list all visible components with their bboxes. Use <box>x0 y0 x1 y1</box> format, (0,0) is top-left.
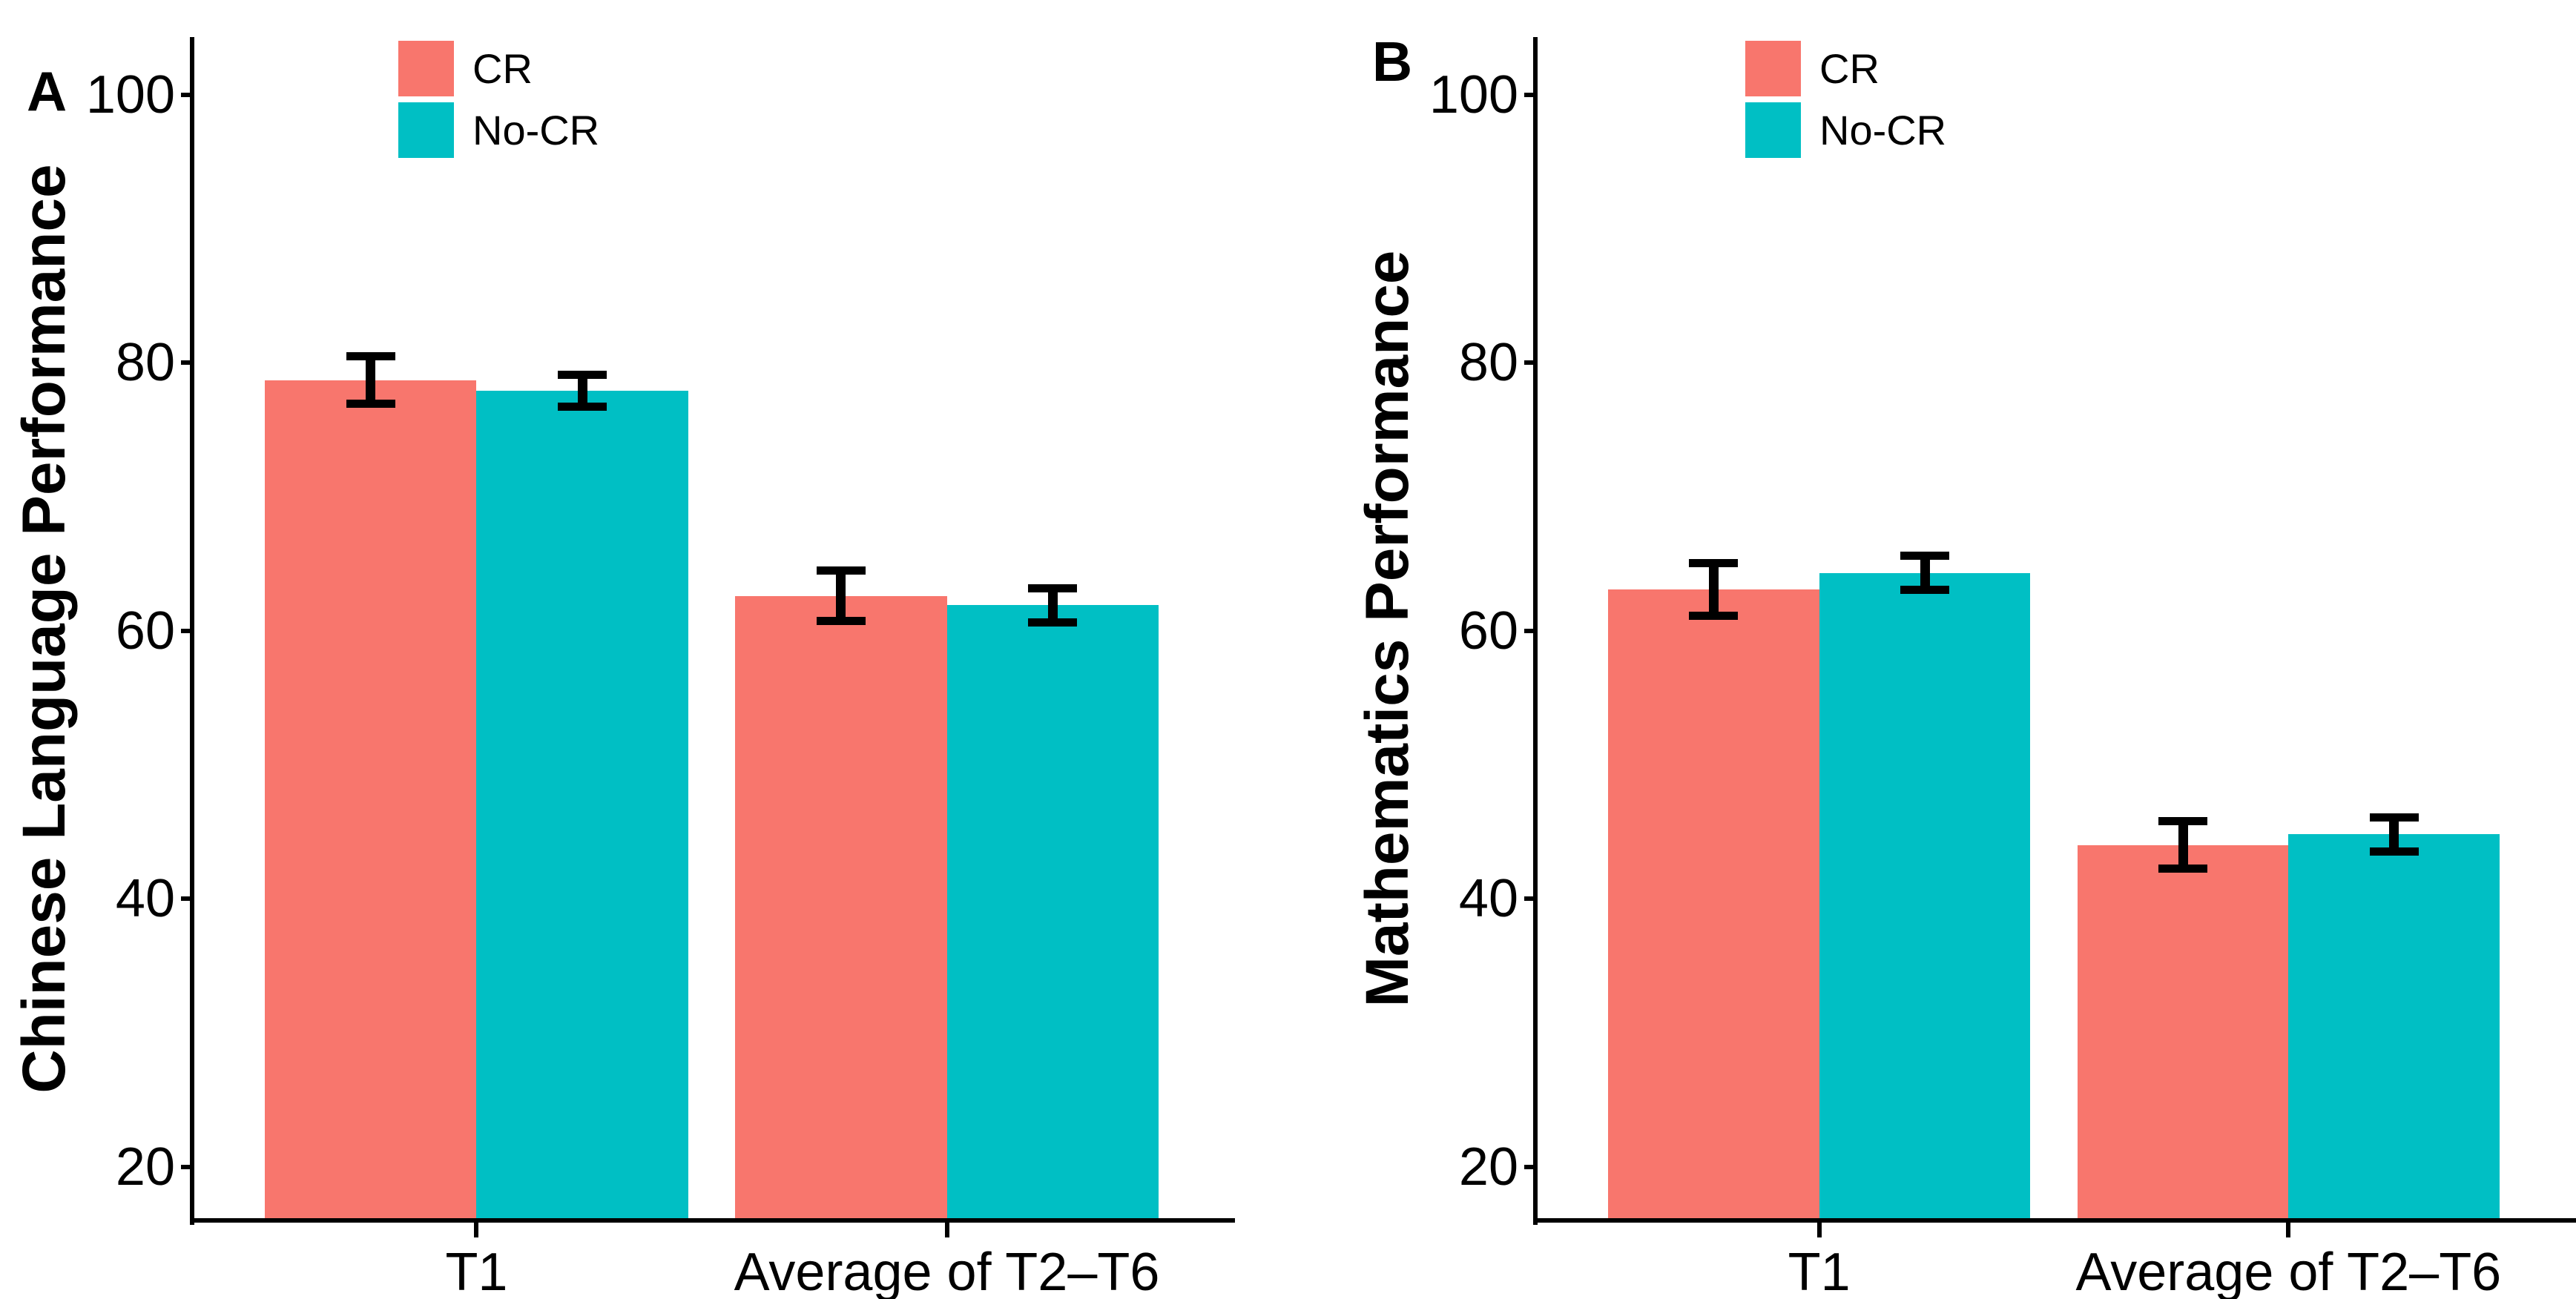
panel-b-error-bar-cr-average-of-t2-t6-stem <box>2178 821 2188 870</box>
panel-a-error-bar-cr-average-of-t2-t6-stem <box>836 570 846 622</box>
legend-swatch-cr <box>1745 41 1801 96</box>
panel-b-x-tick-label-t1: T1 <box>1788 1243 1851 1299</box>
panel-a-error-bar-no-cr-average-of-t2-t6-stem <box>1047 587 1058 623</box>
panel-b-y-tick-20 <box>1524 1164 1533 1169</box>
panel-a-y-tick-100 <box>181 92 190 97</box>
panel-b-y-tick-100 <box>1524 92 1533 97</box>
panel-b-error-bar-no-cr-t1-stem <box>1920 555 1930 591</box>
panel-b-letter: B <box>1372 30 1413 93</box>
panel-b-error-bar-cr-t1-cap-top <box>1689 558 1739 567</box>
panel-a-x-tick-label-t1: T1 <box>445 1243 508 1299</box>
panel-a-x-axis-line <box>190 1218 1235 1223</box>
panel-b-error-bar-cr-t1-stem <box>1708 562 1719 616</box>
panel-b-error-bar-no-cr-average-of-t2-t6-cap-top <box>2369 813 2419 822</box>
panel-a-bar-cr-t1 <box>265 380 477 1218</box>
panel-a-error-bar-cr-average-of-t2-t6-cap-bottom <box>816 617 866 626</box>
panel-a-y-tick-label-60: 60 <box>115 601 175 661</box>
panel-a-x-tick-average-of-t2-t6 <box>944 1223 949 1237</box>
legend-label-cr: CR <box>472 45 533 92</box>
panel-b-error-bar-no-cr-t1-cap-bottom <box>1900 586 1949 595</box>
panel-b-y-axis-line <box>1533 37 1538 1225</box>
panel-b-error-bar-no-cr-t1-cap-top <box>1900 552 1949 561</box>
panel-a-legend: CR No-CR <box>398 41 858 219</box>
panel-b-error-bar-no-cr-average-of-t2-t6-cap-bottom <box>2369 847 2419 856</box>
legend-label-no-cr: No-CR <box>472 107 600 153</box>
legend-swatch-no-cr <box>1745 102 1801 158</box>
panel-b-error-bar-no-cr-average-of-t2-t6-stem <box>2389 816 2399 852</box>
panel-a-error-bar-no-cr-t1-stem <box>577 374 587 407</box>
panel-a-y-tick-label-20: 20 <box>115 1137 175 1197</box>
panel-a-y-tick-label-80: 80 <box>115 333 175 393</box>
panel-a-y-tick-20 <box>181 1164 190 1169</box>
panel-b-y-tick-label-20: 20 <box>1458 1137 1518 1197</box>
panel-b-error-bar-cr-average-of-t2-t6-cap-bottom <box>2158 865 2207 873</box>
panel-b-bar-no-cr-t1 <box>1819 572 2031 1218</box>
legend-swatch-cr <box>398 41 454 96</box>
panel-b-y-tick-label-80: 80 <box>1458 333 1518 393</box>
panel-a-y-tick-80 <box>181 360 190 366</box>
panel-b-x-tick-average-of-t2-t6 <box>2286 1223 2291 1237</box>
panel-b-x-tick-t1 <box>1816 1223 1822 1237</box>
panel-b-legend: CR No-CR <box>1745 41 2205 219</box>
panel-b-error-bar-cr-t1-cap-bottom <box>1689 611 1739 620</box>
panel-a-error-bar-cr-average-of-t2-t6-cap-top <box>816 566 866 575</box>
legend-swatch-no-cr <box>398 102 454 158</box>
legend-label-cr: CR <box>1819 45 1880 92</box>
panel-a-y-axis-line <box>190 37 194 1225</box>
panel-b-y-tick-label-40: 40 <box>1458 869 1518 929</box>
panel-a-y-tick-40 <box>181 896 190 902</box>
panel-a-y-tick-label-40: 40 <box>115 869 175 929</box>
panel-b-x-axis-line <box>1533 1218 2576 1223</box>
panel-a-error-bar-no-cr-average-of-t2-t6-cap-bottom <box>1028 618 1078 627</box>
panel-a-bar-cr-average-of-t2-t6 <box>735 595 947 1218</box>
panel-b-y-tick-80 <box>1524 360 1533 366</box>
panel-b-bar-cr-average-of-t2-t6 <box>2077 844 2289 1218</box>
panel-a-error-bar-cr-t1-cap-top <box>346 352 395 361</box>
panel-b-y-tick-label-100: 100 <box>1429 65 1518 125</box>
legend-label-no-cr: No-CR <box>1819 107 1947 153</box>
panel-a-x-tick-label-average-of-t2-t6: Average of T2–T6 <box>734 1243 1160 1299</box>
panel-b-x-tick-label-average-of-t2-t6: Average of T2–T6 <box>2075 1243 2502 1299</box>
panel-b-y-tick-40 <box>1524 896 1533 902</box>
panel-a-x-tick-t1 <box>474 1223 479 1237</box>
panel-a-bar-no-cr-t1 <box>476 391 688 1218</box>
panel-b-y-tick-label-60: 60 <box>1458 601 1518 661</box>
panel-b-bar-cr-t1 <box>1607 589 1819 1218</box>
panel-a-error-bar-cr-t1-cap-bottom <box>346 400 395 409</box>
panel-a-error-bar-cr-t1-stem <box>366 356 376 405</box>
panel-a-error-bar-no-cr-t1-cap-top <box>558 371 607 380</box>
panel-b-error-bar-cr-average-of-t2-t6-cap-top <box>2158 817 2207 826</box>
panel-b-y-tick-60 <box>1524 628 1533 633</box>
panel-a-y-tick-60 <box>181 628 190 633</box>
panel-a-error-bar-no-cr-t1-cap-bottom <box>558 402 607 411</box>
panel-a-bar-no-cr-average-of-t2-t6 <box>946 605 1159 1218</box>
panel-b-bar-no-cr-average-of-t2-t6 <box>2288 834 2500 1218</box>
panel-a-error-bar-no-cr-average-of-t2-t6-cap-top <box>1028 584 1078 592</box>
panel-a-letter: A <box>27 60 67 122</box>
panel-a-y-tick-label-100: 100 <box>85 65 175 125</box>
